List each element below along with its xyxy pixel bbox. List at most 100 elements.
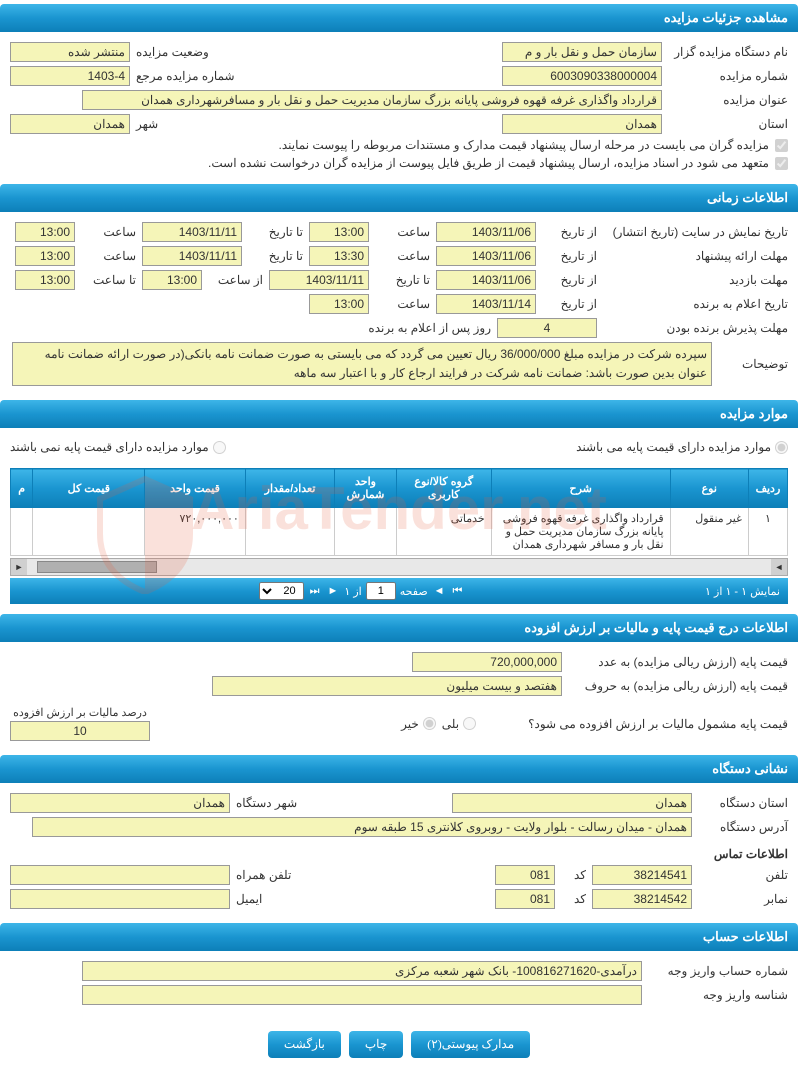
pager-last-icon[interactable]: ⏭	[308, 585, 322, 598]
label-offer: مهلت ارائه پیشنهاد	[603, 249, 788, 263]
th-extra: م	[11, 469, 33, 508]
field-visit-to-hour: 13:00	[15, 270, 75, 290]
field-offer-to-time: 13:00	[15, 246, 75, 266]
label-title: عنوان مزایده	[668, 93, 788, 107]
th-qty: تعداد/مقدار	[245, 469, 334, 508]
pager-page-input[interactable]	[366, 582, 396, 600]
field-offer-from-time: 13:30	[309, 246, 369, 266]
label-mobile: تلفن همراه	[236, 868, 291, 882]
print-button[interactable]: چاپ	[349, 1031, 403, 1058]
field-mobile	[10, 865, 230, 885]
pager-next-icon[interactable]: ►	[326, 585, 341, 597]
th-group: گروه کالا/نوع کاربری	[396, 469, 491, 508]
label-to2: تا تاریخ	[248, 249, 303, 263]
label-vat-q: قیمت پایه مشمول مالیات بر ارزش افزوده می…	[528, 717, 788, 731]
label-fax: نمابر	[698, 892, 788, 906]
label-hour3: ساعت	[375, 249, 430, 263]
label-addr-province: استان دستگاه	[698, 796, 788, 810]
field-addr: همدان - میدان رسالت - بلوار ولایت - روبر…	[32, 817, 692, 837]
pager-info: نمایش ۱ - ۱ از ۱	[705, 585, 780, 598]
label-phone-code: کد	[561, 868, 586, 882]
label-hour2: ساعت	[81, 225, 136, 239]
label-payid: شناسه واریز وجه	[648, 988, 788, 1002]
back-button[interactable]: بازگشت	[268, 1031, 341, 1058]
label-province: استان	[668, 117, 788, 131]
cell-row: ۱	[748, 508, 787, 556]
label-radio-has: موارد مزایده دارای قیمت پایه می باشند	[576, 440, 771, 454]
field-phone-code: 081	[495, 865, 555, 885]
label-display: تاریخ نمایش در سایت (تاریخ انتشار)	[603, 225, 788, 239]
th-row: ردیف	[748, 469, 787, 508]
field-visit-to: 1403/11/11	[269, 270, 369, 290]
field-ref: 1403-4	[10, 66, 130, 86]
radio-has-base	[775, 441, 788, 454]
field-account: درآمدی-100816271620- بانک شهر شعبه مرکزی	[82, 961, 642, 981]
label-status: وضعیت مزایده	[136, 45, 209, 59]
cell-type: غیر منقول	[670, 508, 748, 556]
checkbox-no-file-price	[775, 157, 788, 170]
label-check1: مزایده گران می بایست در مرحله ارسال پیشن…	[279, 138, 769, 152]
radio-vat-yes	[463, 717, 476, 730]
field-accept: 4	[497, 318, 597, 338]
scroll-right-icon[interactable]: ►	[11, 559, 27, 575]
pager-first-icon[interactable]: ⏮	[451, 585, 465, 598]
label-vat-no: خیر	[401, 717, 419, 731]
label-from3: از تاریخ	[542, 273, 597, 287]
label-ref: شماره مزایده مرجع	[136, 69, 235, 83]
section-header-items: موارد مزایده	[0, 400, 798, 428]
field-number: 6003090338000004	[502, 66, 662, 86]
attachments-button[interactable]: مدارک پیوستی(۲)	[411, 1031, 530, 1058]
label-visit-to-hour: تا ساعت	[81, 273, 136, 287]
field-city: همدان	[10, 114, 130, 134]
label-hour4: ساعت	[81, 249, 136, 263]
label-winner: تاریخ اعلام به برنده	[603, 297, 788, 311]
section-header-account: اطلاعات حساب	[0, 923, 798, 951]
th-type: نوع	[670, 469, 748, 508]
label-phone: تلفن	[698, 868, 788, 882]
label-hour5: ساعت	[375, 297, 430, 311]
pager-prev-icon[interactable]: ◄	[432, 585, 447, 597]
label-accept: مهلت پذیرش برنده بودن	[603, 321, 788, 335]
field-price-num: 720,000,000	[412, 652, 562, 672]
pager-of: از ۱	[344, 585, 361, 598]
label-account: شماره حساب واریز وجه	[648, 964, 788, 978]
label-vat-yes: بلی	[442, 717, 459, 731]
field-province: همدان	[502, 114, 662, 134]
label-visit-from-hour: از ساعت	[208, 273, 263, 287]
field-offer-to: 1403/11/11	[142, 246, 242, 266]
cell-qty	[245, 508, 334, 556]
contact-title: اطلاعات تماس	[10, 847, 788, 861]
label-price-text: قیمت پایه (ارزش ریالی مزایده) به حروف	[568, 679, 788, 693]
field-email	[10, 889, 230, 909]
label-number: شماره مزایده	[668, 69, 788, 83]
label-addr-city: شهر دستگاه	[236, 796, 297, 810]
label-check2: متعهد می شود در اسناد مزایده، ارسال پیشن…	[208, 156, 769, 170]
label-fax-code: کد	[561, 892, 586, 906]
scroll-left-icon[interactable]: ◄	[771, 559, 787, 575]
field-price-text: هفتصد و بیست میلیون	[212, 676, 562, 696]
field-winner-date: 1403/11/14	[436, 294, 536, 314]
cell-desc: قرارداد واگذاری غرفه قهوه فروشی پایانه ب…	[491, 508, 670, 556]
label-hour1: ساعت	[375, 225, 430, 239]
field-fax-code: 081	[495, 889, 555, 909]
label-to1: تا تاریخ	[248, 225, 303, 239]
field-vat-pct: 10	[10, 721, 150, 741]
field-offer-from: 1403/11/06	[436, 246, 536, 266]
pager-size-select[interactable]: 20	[259, 582, 304, 600]
field-fax: 38214542	[592, 889, 692, 909]
section-header-address: نشانی دستگاه	[0, 755, 798, 783]
field-display-to-time: 13:00	[15, 222, 75, 242]
field-payid	[82, 985, 642, 1005]
label-accept-suffix: روز پس از اعلام به برنده	[368, 321, 491, 335]
field-visit-from: 1403/11/06	[436, 270, 536, 290]
label-from1: از تاریخ	[542, 225, 597, 239]
cell-unit	[335, 508, 396, 556]
field-visit-from-hour: 13:00	[142, 270, 202, 290]
watermark-shield-icon	[90, 474, 200, 597]
checkbox-attachment-required	[775, 139, 788, 152]
field-title: قرارداد واگذاری غرفه قهوه فروشی پایانه ب…	[82, 90, 662, 110]
label-radio-no: موارد مزایده دارای قیمت پایه نمی باشند	[10, 440, 209, 454]
label-email: ایمیل	[236, 892, 262, 906]
cell-extra	[11, 508, 33, 556]
th-unit: واحد شمارش	[335, 469, 396, 508]
